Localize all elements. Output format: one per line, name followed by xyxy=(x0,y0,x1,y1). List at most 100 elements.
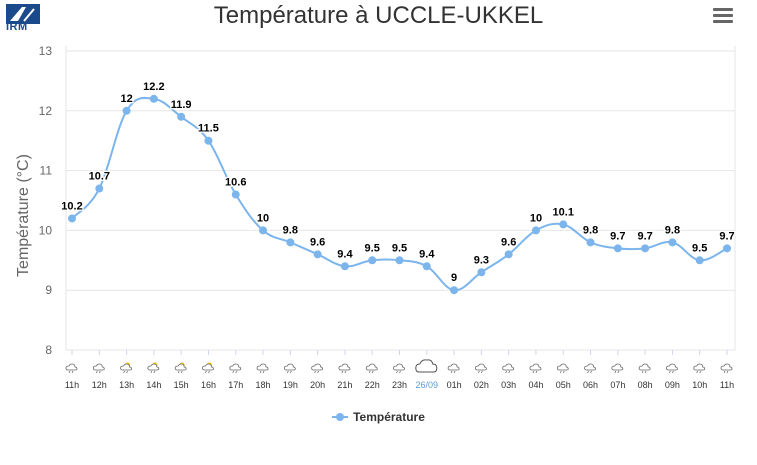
data-point[interactable] xyxy=(204,136,213,145)
data-label: 10 xyxy=(530,212,542,224)
y-tick-label: 10 xyxy=(39,223,53,237)
data-point[interactable] xyxy=(450,286,459,295)
cloud-shape xyxy=(120,363,132,371)
rain-drop xyxy=(289,370,292,374)
data-point[interactable] xyxy=(231,190,240,199)
cloud-shape xyxy=(92,363,105,371)
data-point[interactable] xyxy=(695,256,704,265)
rain-drop xyxy=(617,370,620,374)
weather-symbol-icon xyxy=(202,362,214,374)
rain-drop xyxy=(562,370,565,374)
hamburger-menu-icon[interactable] xyxy=(713,6,733,24)
data-point[interactable] xyxy=(477,268,486,277)
cloud-shape xyxy=(556,363,569,371)
cloud-shape xyxy=(584,363,596,371)
rain-drop xyxy=(699,370,702,374)
rain-drop xyxy=(696,370,699,374)
x-tick-label: 22h xyxy=(365,380,380,390)
data-label: 9.8 xyxy=(283,224,298,236)
rain-drop xyxy=(153,370,156,374)
cloud-shape xyxy=(338,363,351,371)
cloud-shape xyxy=(311,363,324,371)
y-axis-label: Température (°C) xyxy=(15,154,32,277)
y-tick-label: 9 xyxy=(45,283,52,297)
x-tick-label: 20h xyxy=(310,380,325,390)
data-point[interactable] xyxy=(286,238,295,247)
data-label: 9.7 xyxy=(637,230,652,242)
cloud-shape xyxy=(666,363,678,371)
cloud-shape xyxy=(365,363,378,371)
weather-symbol-icon xyxy=(529,363,542,374)
data-point[interactable] xyxy=(177,112,186,121)
rain-drop xyxy=(259,370,262,374)
data-point[interactable] xyxy=(368,256,377,265)
weather-symbol-icon xyxy=(556,363,569,374)
rain-drop xyxy=(641,370,644,374)
rain-drop xyxy=(262,370,265,374)
data-point[interactable] xyxy=(422,262,431,271)
data-point[interactable] xyxy=(395,256,404,265)
weather-symbol-icon xyxy=(638,363,651,374)
data-point[interactable] xyxy=(95,184,104,193)
weather-symbol-icon xyxy=(174,362,187,374)
data-point[interactable] xyxy=(122,106,131,115)
data-point[interactable] xyxy=(559,220,568,229)
rain-drop xyxy=(508,370,511,374)
chart-svg: 8 9 10 11 12 13 Température (°C) 11h 12h 13h 14h 15… xyxy=(15,44,736,390)
rain-drop xyxy=(95,370,98,374)
data-point[interactable] xyxy=(340,262,349,271)
x-tick-label: 23h xyxy=(392,380,407,390)
data-point[interactable] xyxy=(149,94,158,103)
rain-drop xyxy=(126,370,128,374)
weather-symbol-icon xyxy=(393,363,405,374)
rain-drop xyxy=(123,370,125,374)
x-tick-label: 04h xyxy=(528,380,543,390)
data-point[interactable] xyxy=(531,226,540,235)
rain-drop xyxy=(532,370,535,374)
rain-drop xyxy=(644,370,647,374)
x-tick-label: 14h xyxy=(146,380,161,390)
rain-drop xyxy=(559,370,562,374)
rain-drop xyxy=(232,370,235,374)
weather-symbol-icon xyxy=(65,363,78,374)
weather-symbol-icon xyxy=(502,363,515,374)
weather-symbol-icon xyxy=(584,363,596,374)
legend-item-temperature[interactable]: Température xyxy=(332,410,425,424)
data-label: 11.9 xyxy=(171,99,192,111)
weather-symbol-icon xyxy=(693,363,706,374)
rain-drop xyxy=(208,370,210,374)
rain-drop xyxy=(587,370,589,374)
data-point[interactable] xyxy=(613,244,622,253)
rain-drop xyxy=(481,370,483,374)
data-label: 12.2 xyxy=(143,81,164,93)
rain-drop xyxy=(726,370,729,374)
cloud-shape xyxy=(147,363,160,371)
y-tick-label: 8 xyxy=(45,343,52,357)
x-tick-label: 03h xyxy=(501,380,516,390)
x-tick-label: 15h xyxy=(174,380,189,390)
cloud-shape xyxy=(474,363,487,371)
data-point[interactable] xyxy=(504,250,513,259)
rain-drop xyxy=(286,370,289,374)
data-point[interactable] xyxy=(259,226,268,235)
logo-text: IRM xyxy=(6,21,28,33)
weather-symbol-icon xyxy=(611,363,624,374)
data-point[interactable] xyxy=(68,214,76,223)
data-label: 11.5 xyxy=(198,123,219,135)
rain-drop xyxy=(371,370,374,374)
data-label: 9.3 xyxy=(474,254,489,266)
weather-symbol-icon xyxy=(147,362,160,374)
data-point[interactable] xyxy=(313,250,322,259)
y-tick-label: 12 xyxy=(39,104,53,118)
data-point[interactable] xyxy=(668,238,677,247)
cloud-shape xyxy=(174,363,187,371)
chart-title: Température à UCCLE-UKKEL xyxy=(213,2,544,29)
data-point[interactable] xyxy=(586,238,595,247)
x-tick-label: 19h xyxy=(283,380,298,390)
cloud-shape xyxy=(638,363,651,371)
x-tick-label: 17h xyxy=(228,380,243,390)
irm-logo-icon xyxy=(6,4,40,34)
data-point[interactable] xyxy=(641,244,650,253)
rain-drop xyxy=(150,370,153,374)
data-point[interactable] xyxy=(723,244,731,253)
